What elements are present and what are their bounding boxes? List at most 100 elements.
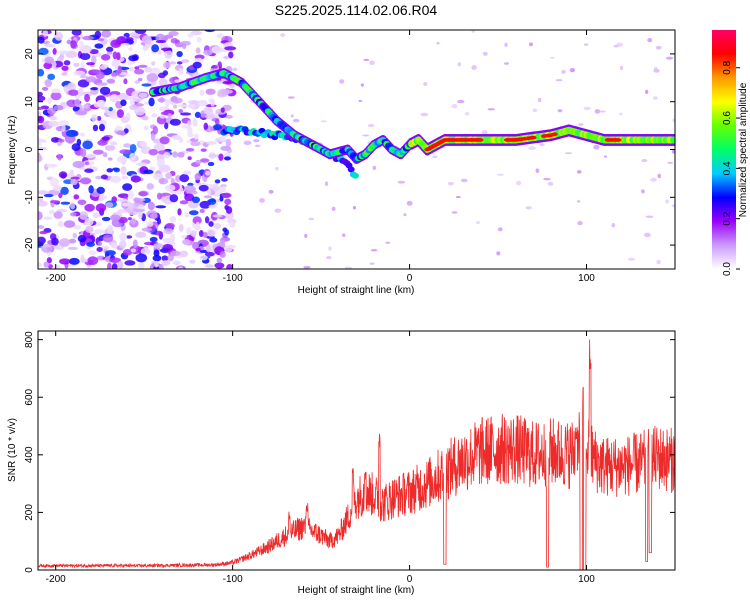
snr-panel: -200 -100 0 100 0 200 400 600 800 Height of str… xyxy=(7,330,676,596)
noise-blob xyxy=(96,82,108,86)
noise-blob xyxy=(171,134,182,140)
noise-blob xyxy=(667,161,674,164)
noise-blob xyxy=(653,66,658,71)
noise-blob xyxy=(576,170,582,174)
noise-blob xyxy=(96,246,103,253)
noise-blob xyxy=(120,43,130,47)
noise-blob xyxy=(192,216,202,225)
noise-blob xyxy=(123,78,128,85)
noise-blob xyxy=(67,83,75,89)
noise-blob xyxy=(557,109,563,113)
colorbar-gradient xyxy=(712,30,736,269)
noise-blob xyxy=(228,221,236,228)
noise-blob xyxy=(127,217,132,221)
noise-blob xyxy=(219,251,226,258)
noise-blob xyxy=(611,222,616,228)
noise-blob xyxy=(290,114,294,118)
noise-blob xyxy=(203,49,213,56)
noise-blob xyxy=(194,111,201,119)
noise-blob xyxy=(57,120,70,126)
noise-blob xyxy=(164,34,174,39)
noise-blob xyxy=(173,104,178,109)
noise-blob xyxy=(569,67,575,73)
noise-blob xyxy=(141,83,152,87)
noise-blob xyxy=(70,176,80,180)
noise-blob xyxy=(165,99,170,108)
noise-blob xyxy=(138,92,148,98)
noise-blob xyxy=(39,230,48,235)
noise-blob xyxy=(82,35,94,41)
noise-blob xyxy=(194,173,202,181)
noise-blob xyxy=(645,215,654,218)
noise-blob xyxy=(532,108,538,113)
noise-blob xyxy=(137,64,148,68)
snr-y-tick-label: 400 xyxy=(24,446,35,463)
noise-blob xyxy=(78,40,84,50)
noise-blob xyxy=(60,186,69,196)
noise-blob xyxy=(61,124,66,132)
noise-blob xyxy=(92,124,99,132)
noise-blob xyxy=(672,118,675,123)
noise-blob xyxy=(54,31,64,41)
spectrogram-y-tick-label: 0 xyxy=(24,146,35,152)
noise-blob xyxy=(148,149,159,156)
noise-blob xyxy=(169,118,181,126)
noise-blob xyxy=(583,106,591,111)
noise-blob xyxy=(117,260,124,269)
noise-blob xyxy=(188,210,199,216)
noise-blob xyxy=(109,94,119,103)
noise-blob xyxy=(178,67,184,76)
noise-blob xyxy=(259,197,265,203)
noise-blob xyxy=(482,51,488,56)
noise-blob xyxy=(119,232,128,242)
snr-x-tick-label: 0 xyxy=(407,574,413,585)
noise-blob xyxy=(95,71,105,80)
track-peak xyxy=(551,132,558,137)
noise-blob xyxy=(576,200,581,203)
noise-blob xyxy=(120,99,127,107)
noise-blob xyxy=(360,83,364,87)
noise-blob xyxy=(48,120,59,127)
noise-blob xyxy=(110,141,118,146)
noise-blob xyxy=(92,212,101,219)
noise-blob xyxy=(176,50,183,58)
noise-blob xyxy=(172,151,178,158)
noise-blob xyxy=(199,255,208,261)
noise-blob xyxy=(200,158,210,163)
noise-blob xyxy=(46,257,52,264)
noise-blob xyxy=(208,198,217,205)
noise-blob xyxy=(90,87,99,91)
noise-blob xyxy=(105,202,114,208)
noise-blob xyxy=(543,177,551,181)
noise-blob xyxy=(106,168,114,173)
noise-blob xyxy=(406,200,413,206)
noise-blob xyxy=(221,185,227,193)
noise-blob xyxy=(123,143,132,148)
noise-blob xyxy=(163,152,171,159)
noise-blob xyxy=(172,260,181,266)
noise-blob xyxy=(211,185,220,192)
noise-blob xyxy=(137,262,145,269)
noise-blob xyxy=(326,255,332,260)
noise-blob xyxy=(95,203,107,213)
noise-blob xyxy=(94,30,102,39)
noise-blob xyxy=(593,144,600,150)
snr-frame xyxy=(37,330,676,571)
noise-blob xyxy=(59,258,71,265)
noise-blob xyxy=(38,68,45,77)
noise-blob xyxy=(111,263,118,269)
spectrogram-x-tick-label: -200 xyxy=(46,273,66,284)
noise-blob xyxy=(243,140,252,146)
noise-blob xyxy=(179,250,189,258)
noise-blob xyxy=(68,257,80,265)
noise-blob xyxy=(116,130,126,136)
noise-blob xyxy=(106,225,114,234)
spectrogram-x-tick-label: 100 xyxy=(578,273,595,284)
noise-blob xyxy=(537,97,542,103)
noise-blob xyxy=(74,110,87,116)
noise-blob xyxy=(121,202,130,207)
noise-blob xyxy=(224,198,232,205)
noise-blob xyxy=(84,218,94,226)
noise-blob xyxy=(47,107,56,115)
noise-blob xyxy=(80,132,86,137)
